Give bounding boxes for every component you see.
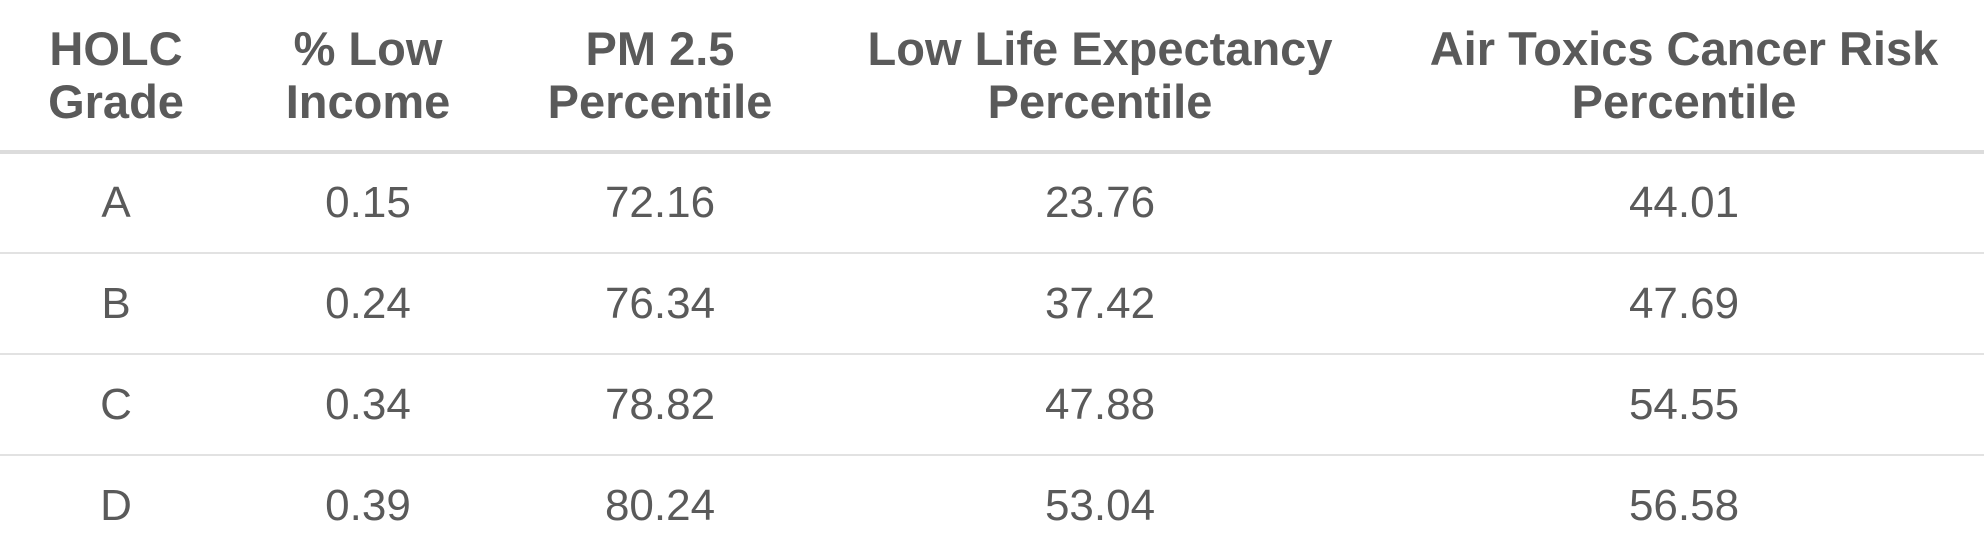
column-header-low-life-expectancy-percentile: Low Life Expectancy Percentile [816,0,1384,154]
cell-pm25-percentile: 76.34 [504,253,816,355]
cell-air-toxics-cancer-risk-percentile: 54.55 [1384,354,1984,456]
cell-air-toxics-cancer-risk-percentile: 44.01 [1384,152,1984,254]
cell-low-income: 0.15 [232,152,504,254]
cell-air-toxics-cancer-risk-percentile: 56.58 [1628,481,1740,530]
cell-holc-grade: B [0,253,232,355]
table-row: C 0.34 78.82 47.88 54.55 [0,354,1984,456]
column-header-pm25-percentile: PM 2.5 Percentile [504,0,816,154]
cell-low-life-expectancy-percentile: 53.04 [1044,481,1156,530]
cell-low-life-expectancy-percentile: 47.88 [816,354,1384,456]
column-header-low-income: % Low Income [232,0,504,154]
cell-pm25-percentile: 72.16 [504,152,816,254]
table-row: D 0.39 80.24 53.04 56.58 [0,455,1984,556]
cell-pm25-percentile: 80.24 [604,481,716,530]
cell-low-life-expectancy-percentile: 23.76 [816,152,1384,254]
cell-holc-grade: C [0,354,232,456]
cell-pm25-percentile: 78.82 [504,354,816,456]
table-body: A 0.15 72.16 23.76 44.01 B 0.24 76.34 37… [0,152,1984,556]
cell-low-income: 0.24 [232,253,504,355]
cell-low-life-expectancy-percentile: 37.42 [816,253,1384,355]
cell-air-toxics-cancer-risk-percentile: 47.69 [1384,253,1984,355]
table-row: A 0.15 72.16 23.76 44.01 [0,152,1984,254]
table-header: HOLC Grade % Low Income PM 2.5 Percentil… [0,0,1984,154]
column-header-air-toxics-cancer-risk-percentile: Air Toxics Cancer Risk Percentile [1384,0,1984,154]
cell-holc-grade: D [100,481,132,530]
column-header-holc-grade: HOLC Grade [0,0,232,154]
header-row: HOLC Grade % Low Income PM 2.5 Percentil… [0,0,1984,154]
table-row: B 0.24 76.34 37.42 47.69 [0,253,1984,355]
cell-low-income: 0.39 [325,481,411,530]
cell-low-income: 0.34 [232,354,504,456]
cell-holc-grade: A [0,152,232,254]
